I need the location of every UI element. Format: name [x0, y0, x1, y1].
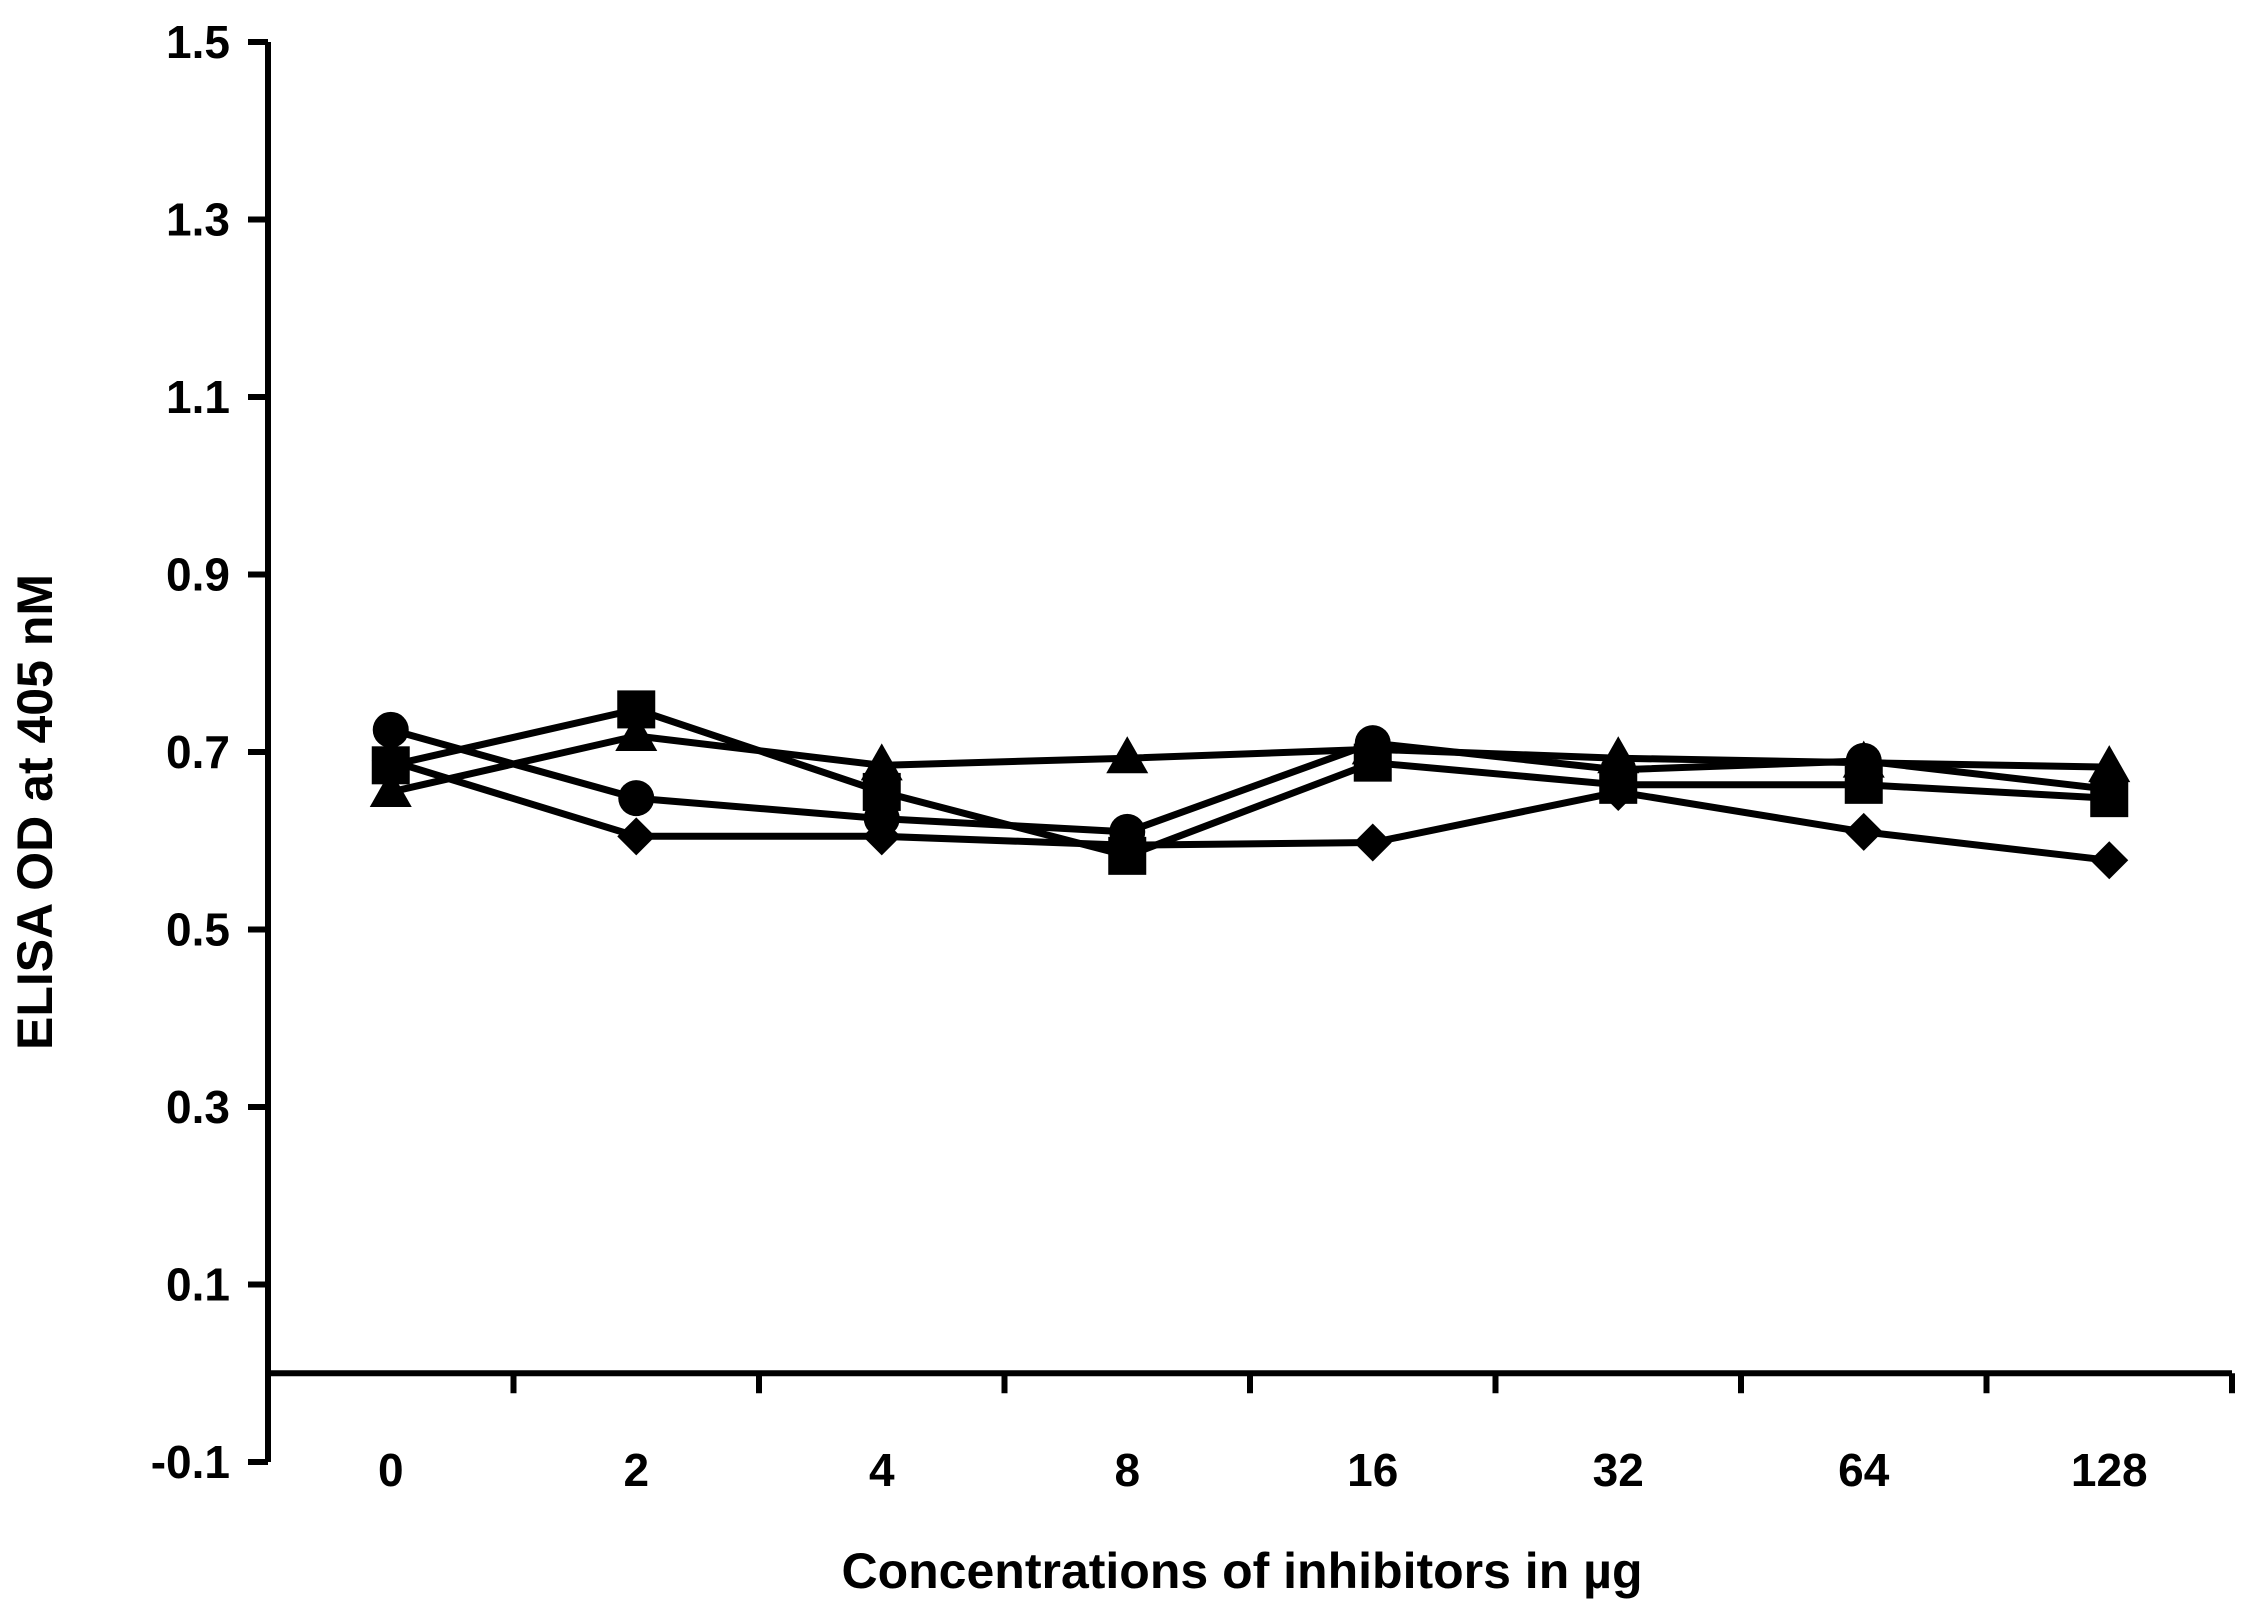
data-point-circle [372, 711, 409, 748]
data-point-circle [1845, 742, 1882, 779]
axes-group [248, 39, 2235, 1465]
y-tick-label: 0.9 [166, 549, 230, 601]
data-point-circle [1109, 813, 1146, 850]
y-tick-label: 1.5 [166, 16, 230, 68]
x-tick-label: 2 [623, 1444, 649, 1496]
series-line [389, 726, 2110, 836]
x-tick-label: 0 [378, 1444, 404, 1496]
data-point-circle [1600, 751, 1637, 788]
y-tick-label: 0.1 [166, 1259, 230, 1311]
data-point-circle [863, 800, 900, 837]
data-point-circle [2091, 771, 2128, 808]
x-tick-label: 8 [1114, 1444, 1140, 1496]
y-tick-label: 1.3 [166, 194, 230, 246]
y-tick-label: 0.3 [166, 1081, 230, 1133]
x-axis-title: Concentrations of inhibitors in µg [841, 1543, 1642, 1599]
x-tick-label: 64 [1838, 1444, 1890, 1496]
data-point-triangle [2088, 745, 2131, 783]
y-tick-label: 1.1 [166, 371, 230, 423]
x-tick-labels: 0 2 4 8 16 32 64 128 [378, 1444, 2148, 1496]
data-point-diamond [1844, 812, 1883, 851]
x-tick-label: 32 [1593, 1444, 1644, 1496]
y-tick-label: 0.7 [166, 726, 230, 778]
y-tick-label: 0.5 [166, 904, 230, 956]
y-axis-title: ELISA OD at 405 nM [7, 574, 63, 1050]
x-tick-label: 4 [869, 1444, 895, 1496]
x-tick-label: 128 [2071, 1444, 2148, 1496]
x-tick-label: 16 [1347, 1444, 1398, 1496]
y-tick-labels: -0.1 0.1 0.3 0.5 0.7 0.9 1.1 1.3 1.5 [151, 16, 230, 1488]
data-point-diamond [617, 817, 656, 856]
data-point-triangle [1106, 736, 1149, 774]
series-line [390, 705, 2110, 860]
data-point-triangle [369, 769, 412, 807]
data-point-diamond [1353, 823, 1392, 862]
data-point-triangle [860, 743, 903, 781]
data-point-circle [1354, 725, 1391, 762]
series-circle [372, 711, 2128, 850]
data-point-diamond [2090, 841, 2129, 880]
y-tick-label: -0.1 [151, 1436, 230, 1488]
data-point-circle [618, 780, 655, 817]
data-point-triangle [615, 714, 658, 752]
series-group [369, 690, 2131, 880]
series-line [389, 757, 2110, 864]
